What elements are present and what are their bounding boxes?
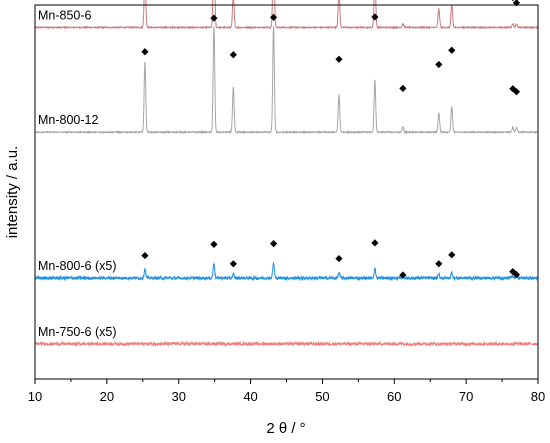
peak-marker [141,251,149,260]
x-tick-label: 50 [315,389,329,404]
peak-marker [335,55,343,63]
peak-marker [269,240,278,248]
series-line [34,0,539,30]
peak-marker [141,48,149,56]
peak-marker [399,271,407,279]
peak-marker [371,13,379,21]
series-label: Mn-800-12 [38,113,98,127]
peak-marker [371,239,379,247]
x-tick-label: 10 [28,389,42,404]
x-axis-label: 2 θ / ° [266,420,305,437]
peak-marker [512,88,521,96]
peak-marker [448,46,456,54]
x-tick-label: 70 [459,389,473,404]
peak-marker [509,268,517,276]
x-tick-label: 40 [243,389,257,404]
peak-marker [210,14,218,22]
plot-markers [141,0,521,279]
series-label: Mn-850-6 [38,8,92,22]
peak-marker [399,84,407,93]
x-tick-label: 20 [100,389,114,404]
peak-marker [269,13,278,21]
peak-marker [335,254,343,263]
series-labels: Mn-850-6 Mn-800-12 Mn-800-6 (x5) Mn-750-6 (… [38,8,117,338]
plot-lines [34,0,539,348]
series-line [34,340,539,348]
series-line [34,25,539,135]
peak-marker [511,0,514,2]
x-tick-label: 80 [531,389,545,404]
peak-marker [448,251,456,259]
peak-marker [229,51,237,59]
peak-marker [509,85,517,93]
x-tick-label: 60 [387,389,401,404]
x-axis: 10 20 30 40 50 60 70 80 [28,379,545,404]
x-tick-label: 30 [171,389,185,404]
peak-marker [435,60,443,69]
peak-marker [512,0,521,7]
peak-marker [229,260,237,268]
series-label: Mn-800-6 (x5) [38,259,117,273]
peak-marker [435,260,443,268]
series-label: Mn-750-6 (x5) [38,325,117,339]
plot-frame [34,4,539,380]
peak-marker [512,271,521,279]
y-axis-label: intensity / a.u. [4,146,21,239]
peak-marker [210,240,218,248]
series-line [34,261,539,282]
